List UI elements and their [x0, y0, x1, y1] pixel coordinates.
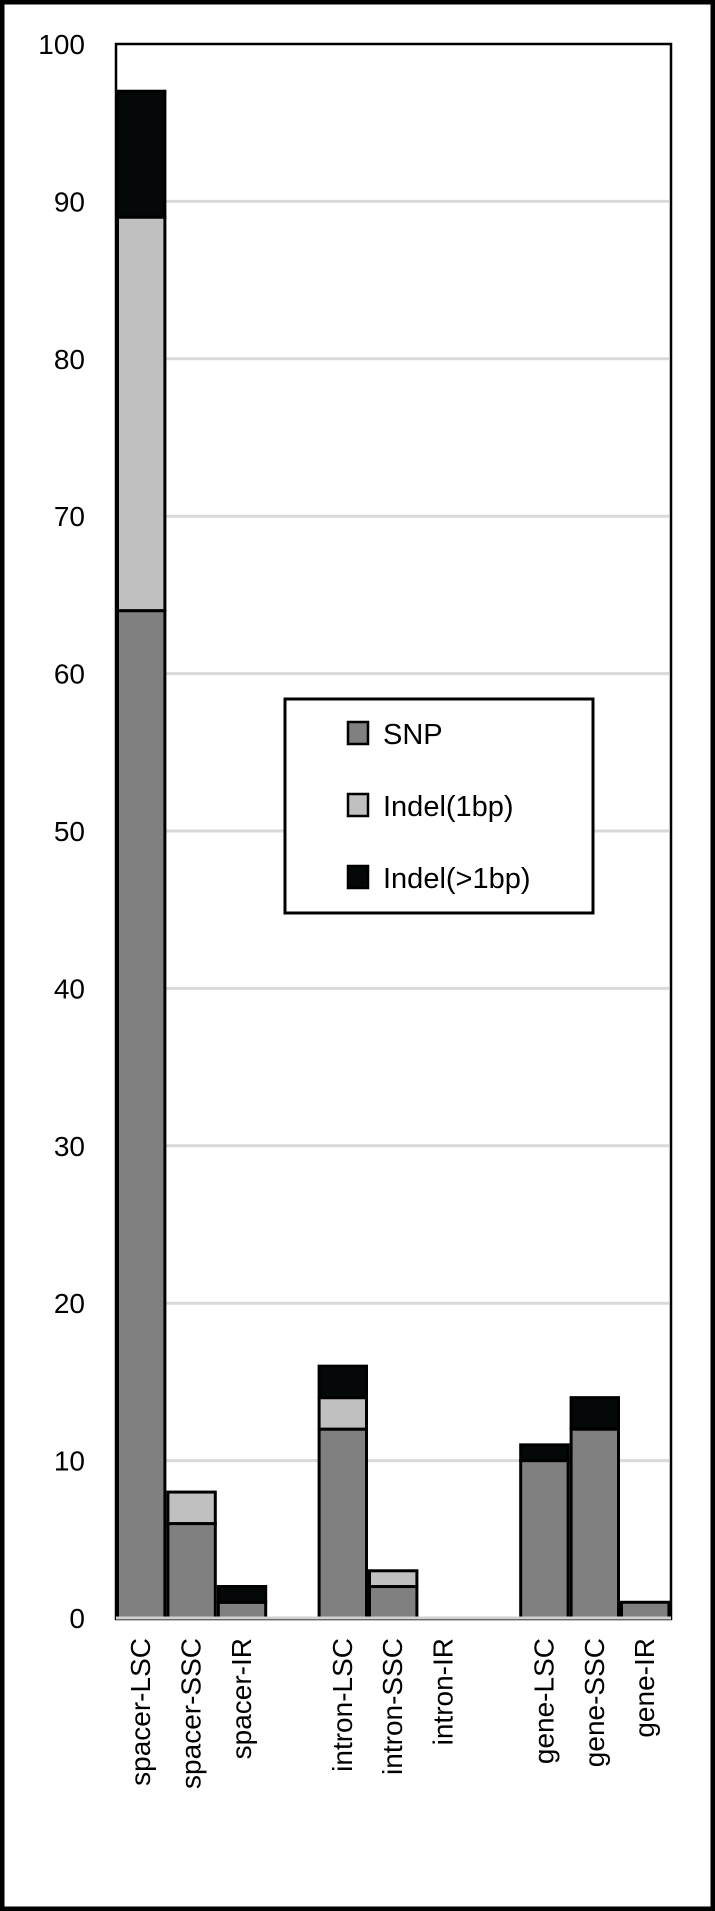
- y-tick-label: 100: [38, 29, 85, 60]
- legend-label: Indel(1bp): [383, 791, 514, 823]
- legend: SNP Indel(1bp) Indel(>1bp): [283, 697, 595, 915]
- x-tick-label: spacer-IR: [226, 1638, 257, 1759]
- y-tick-label: 40: [54, 973, 85, 1004]
- bar-segment-snp: [569, 1427, 620, 1620]
- x-tick-label: spacer-LSC: [125, 1638, 156, 1786]
- bar-segment-snp: [620, 1600, 671, 1620]
- bar-segment-snp: [166, 1522, 217, 1620]
- x-tick-label: gene-IR: [629, 1638, 660, 1738]
- bar-segment-indel-1bp-: [166, 1490, 217, 1526]
- bar-segment-indel-1bp-: [116, 89, 167, 219]
- x-tick-label: intron-IR: [428, 1638, 459, 1745]
- y-tick-label: 80: [54, 344, 85, 375]
- x-tick-label: spacer-SSC: [176, 1638, 207, 1789]
- legend-swatch: [346, 720, 370, 746]
- bar-segment-indel-1bp-: [519, 1443, 570, 1463]
- bar-segment-indel-1bp-: [317, 1364, 369, 1400]
- y-tick-label: 90: [54, 186, 85, 217]
- x-tick-label: gene-LSC: [528, 1638, 559, 1764]
- bar-segment-indel-1bp-: [116, 215, 167, 613]
- bar-segment-indel-1bp-: [216, 1585, 268, 1604]
- legend-label: SNP: [383, 719, 443, 751]
- x-tick-label: gene-SSC: [579, 1638, 610, 1767]
- legend-label: Indel(>1bp): [383, 863, 531, 895]
- bar-segment-indel-1bp-: [569, 1396, 620, 1431]
- y-tick-label: 70: [54, 501, 85, 532]
- x-tick-label: intron-SSC: [377, 1638, 408, 1775]
- x-tick-label: intron-LSC: [327, 1638, 358, 1772]
- y-tick-label: 20: [54, 1288, 85, 1319]
- bar-segment-snp: [368, 1585, 419, 1620]
- legend-swatch: [346, 792, 370, 818]
- bar-segment-snp: [519, 1459, 570, 1620]
- y-tick-label: 60: [54, 659, 85, 690]
- y-tick-label: 0: [69, 1603, 85, 1634]
- legend-swatch: [346, 864, 370, 890]
- y-tick-label: 10: [54, 1446, 85, 1477]
- bar-segment-indel-1bp-: [317, 1396, 369, 1431]
- bar-segment-snp: [216, 1600, 268, 1620]
- bar-segment-indel-1bp-: [368, 1569, 419, 1589]
- bar-segment-snp: [317, 1427, 369, 1620]
- y-tick-label: 30: [54, 1131, 85, 1162]
- y-tick-label: 50: [54, 816, 85, 847]
- bar-segment-snp: [116, 609, 167, 1620]
